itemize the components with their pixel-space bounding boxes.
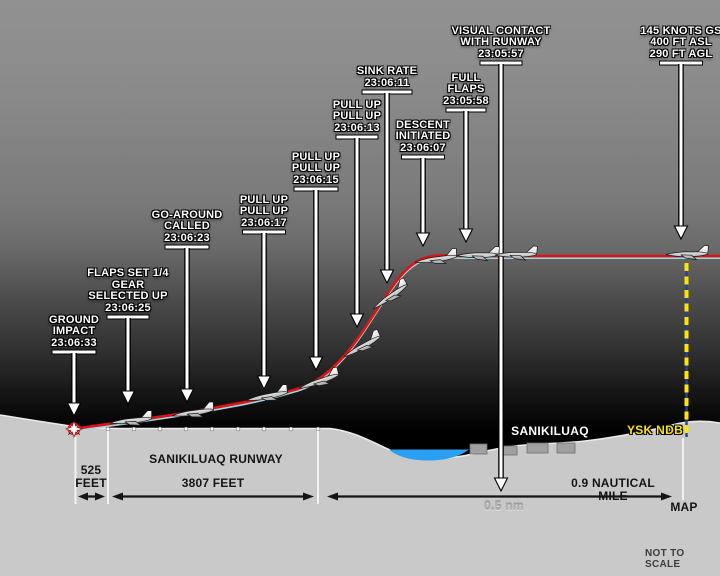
water <box>389 449 469 461</box>
aircraft-icon <box>367 277 412 314</box>
callout-arrow-go-around <box>164 244 210 404</box>
runway-label: SANIKILUAQ RUNWAY <box>149 452 283 466</box>
callout-ground-impact: GROUND IMPACT 23:06:33 <box>48 313 100 349</box>
callout-full-flaps: FULL FLAPS 23:05:58 <box>443 71 489 107</box>
callout-arrow-ground-impact <box>51 349 97 418</box>
callout-arrow-full-flaps <box>445 107 487 244</box>
callout-arrow-visual-contact <box>479 60 523 493</box>
callout-arrow-sink-rate <box>361 89 413 285</box>
distance-arrows <box>78 492 672 501</box>
callout-arrow-pullup-17 <box>242 229 286 391</box>
callout-arrow-pullup-15 <box>293 186 339 372</box>
callout-arrow-descent-initiated <box>401 154 445 248</box>
village-buildings <box>469 442 576 456</box>
aircraft-icon <box>413 247 459 268</box>
callout-arrow-flaps-set <box>106 314 150 406</box>
callout-pullup-13: PULL UP PULL UP 23:06:13 <box>332 98 382 134</box>
callout-sink-rate: SINK RATE 23:06:11 <box>356 65 418 89</box>
village-label: SANIKILUAQ <box>511 424 589 438</box>
scale-note: NOT TO SCALE <box>645 548 685 570</box>
callout-arrow-pullup-13 <box>335 134 379 329</box>
impact-star-icon <box>65 420 83 438</box>
callout-arrow-145-knots <box>659 60 703 241</box>
measurement-delimiters <box>74 431 684 504</box>
aircraft-icon <box>170 401 216 422</box>
callout-145-knots: 145 KNOTS GS 400 FT ASL 290 FT AGL <box>640 24 720 60</box>
nautical-mile-label: 0.9 NAUTICAL MILE <box>571 476 655 503</box>
callout-descent-initiated: DESCENT INITIATED 23:06:07 <box>395 118 451 154</box>
map-label: MAP <box>670 500 698 514</box>
callout-go-around: GO-AROUND CALLED 23:06:23 <box>151 208 223 244</box>
callout-pullup-17: PULL UP PULL UP 23:06:17 <box>239 193 289 229</box>
callout-flaps-set: FLAPS SET 1/4 GEAR SELECTED UP 23:06:25 <box>87 267 169 314</box>
callout-pullup-15: PULL UP PULL UP 23:06:15 <box>291 150 341 186</box>
runway-distance-label: 3807 FEET <box>181 476 245 490</box>
callout-arrows <box>51 60 703 493</box>
ndb-label: YSK NDB <box>626 423 684 437</box>
half-nm-label: 0.5 nm <box>484 499 524 513</box>
callout-visual-contact: VISUAL CONTACT WITH RUNWAY 23:05:57 <box>451 24 551 60</box>
impact-distance-label: 525 FEET <box>75 463 107 490</box>
